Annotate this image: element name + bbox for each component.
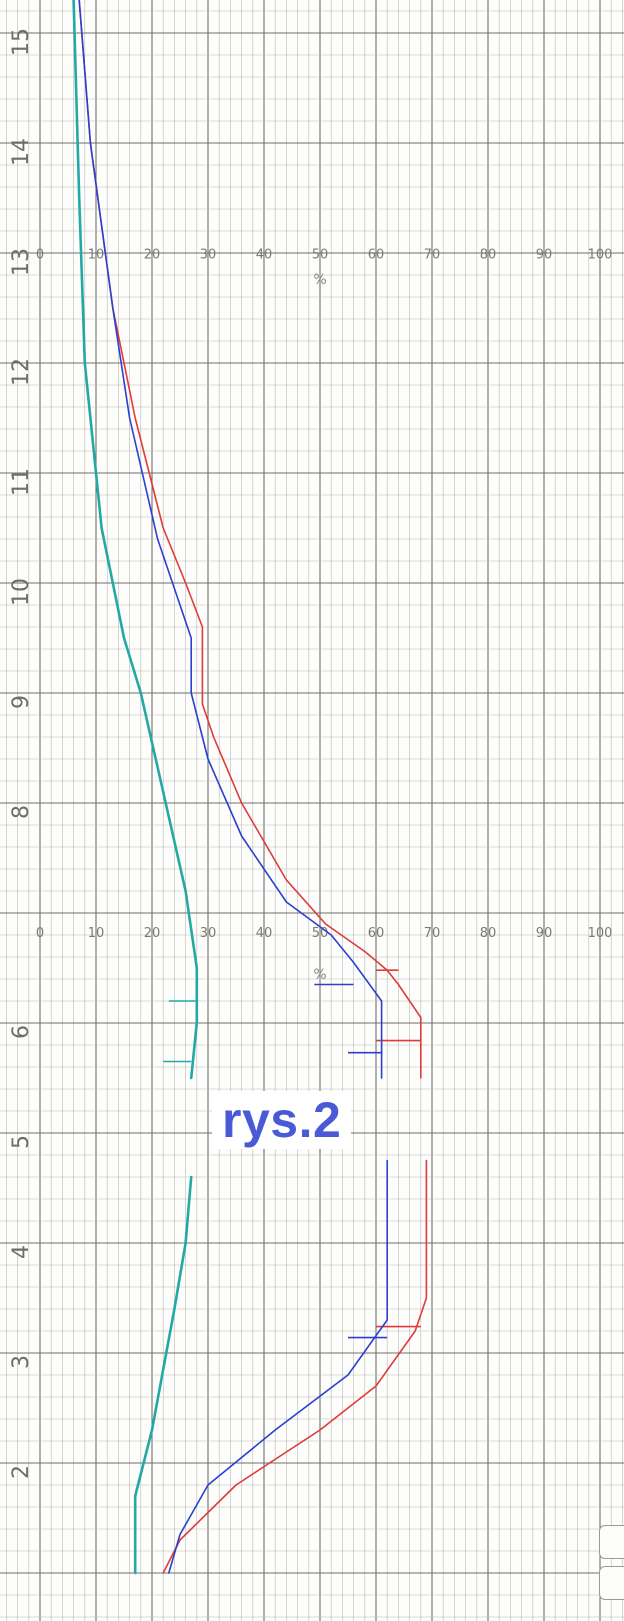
series-line-red [78, 0, 422, 1079]
y-tick-label: 2 [9, 1465, 34, 1479]
series-lines [72, 0, 428, 1575]
y-tick-label: 6 [9, 1025, 34, 1039]
x-tick-label: 70 [424, 248, 441, 263]
x-tick-label: 0 [36, 926, 44, 941]
x-tick-label: 40 [256, 248, 273, 263]
x-tick-label: 80 [480, 248, 497, 263]
x-tick-label: 60 [368, 926, 385, 941]
series-line-cyan [133, 1175, 193, 1575]
x-tick-label: 10 [88, 926, 105, 941]
series-line-cyan [72, 0, 199, 1080]
x-tick-label: 20 [144, 926, 161, 941]
series-line-blue [78, 0, 383, 1079]
y-tick-label: 3 [9, 1355, 34, 1369]
edge-tab-lower [599, 1566, 624, 1600]
y-tick-label: 9 [9, 695, 34, 709]
y-tick-label: 13 [9, 248, 34, 276]
x-tick-label: 0 [36, 248, 44, 263]
y-tick-label: 10 [9, 578, 34, 606]
x-tick-label: 60 [368, 248, 385, 263]
x-tick-label: 10 [88, 248, 105, 263]
y-tick-label: 4 [9, 1245, 34, 1259]
series-line-blue [168, 1159, 388, 1574]
y-tick-label: 15 [9, 28, 34, 56]
x-unit-label: % [313, 967, 326, 983]
edge-tab-upper [599, 1525, 624, 1559]
x-tick-label: 80 [480, 926, 497, 941]
y-tick-label: 8 [9, 805, 34, 819]
figure-label: rys.2 [212, 1091, 352, 1149]
x-tick-label: 20 [144, 248, 161, 263]
x-tick-label: 90 [536, 248, 553, 263]
x-tick-label: 50 [312, 248, 329, 263]
y-tick-label: 12 [9, 358, 34, 386]
x-tick-label: 50 [312, 926, 329, 941]
x-tick-label: 30 [200, 248, 217, 263]
series-line-red [162, 1159, 428, 1574]
x-tick-label: 100 [588, 926, 613, 941]
x-tick-label: 70 [424, 926, 441, 941]
y-tick-label: 14 [9, 138, 34, 166]
x-unit-label: % [313, 272, 326, 288]
x-tick-label: 40 [256, 926, 273, 941]
x-tick-label: 90 [536, 926, 553, 941]
x-tick-label: 100 [588, 248, 613, 263]
y-tick-label: 11 [9, 468, 34, 496]
tick-labels: 2 3 4 5 6 8 9 10 11 12 13 14 15 0 10 20 30 40 50 60 70 80 90 10… [9, 28, 612, 1479]
y-tick-label: 5 [9, 1135, 34, 1149]
x-tick-label: 30 [200, 926, 217, 941]
